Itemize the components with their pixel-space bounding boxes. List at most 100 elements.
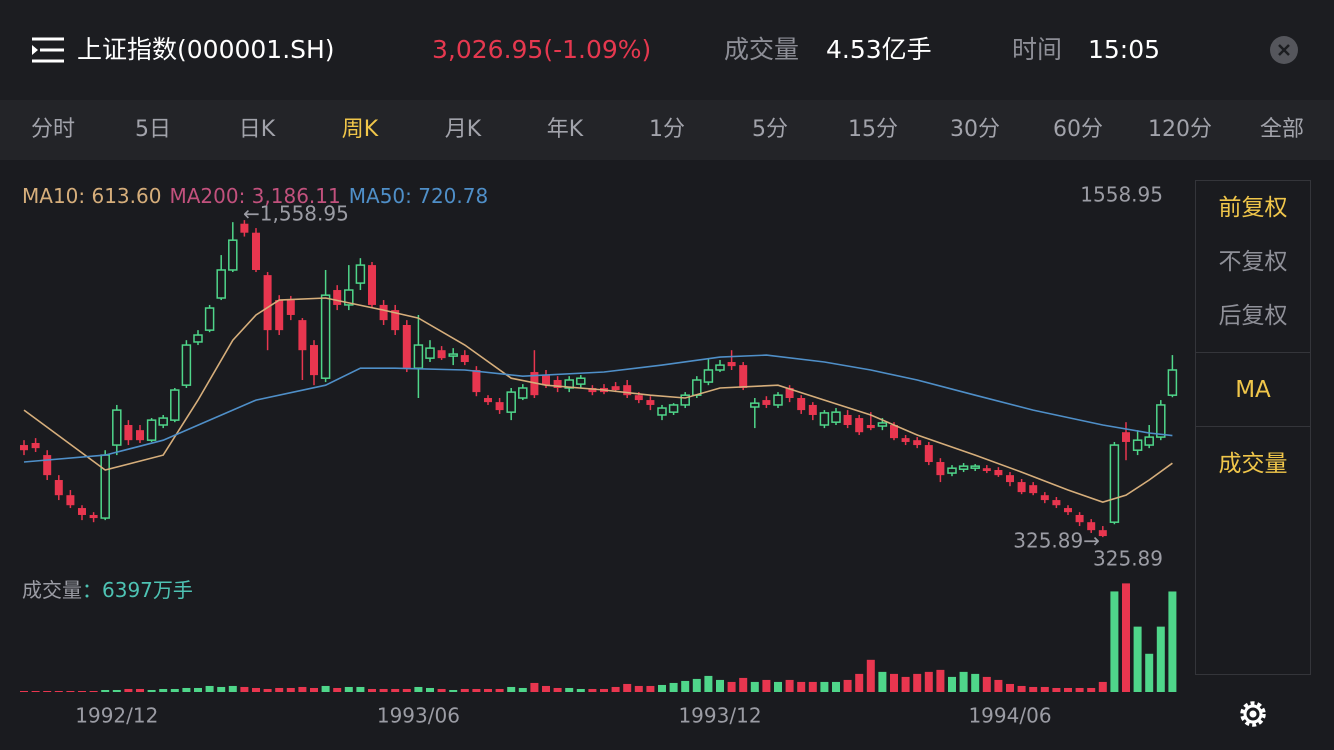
side-separator	[1196, 426, 1310, 427]
volume-bar	[518, 687, 527, 692]
volume-bar	[565, 687, 574, 692]
high-arrow-label: ←1,558.95	[243, 202, 349, 226]
candle-body	[89, 514, 98, 519]
period-tab[interactable]: 日K	[238, 117, 276, 142]
candle-body	[1017, 482, 1026, 493]
candle-body	[1144, 436, 1154, 446]
candle-body	[680, 394, 690, 406]
volume-bar	[692, 678, 701, 692]
volume-bar	[1029, 686, 1038, 692]
volume-bar	[982, 676, 991, 692]
period-tab[interactable]: 月K	[444, 117, 482, 142]
candle-body	[924, 445, 933, 463]
candle-body	[1075, 514, 1084, 523]
candle-body	[994, 469, 1003, 476]
candle-body	[136, 430, 144, 441]
legend-item: MA50: 720.78	[349, 184, 488, 208]
close-button[interactable]	[1269, 35, 1299, 65]
period-tab[interactable]: 120分	[1148, 117, 1212, 142]
x-tick-label: 1992/12	[75, 704, 158, 728]
volume-bar	[1110, 591, 1119, 692]
candle-body	[634, 395, 643, 401]
candle-body	[216, 269, 226, 299]
period-tab[interactable]: 1分	[649, 117, 685, 142]
menu-icon[interactable]	[30, 36, 66, 64]
candle-body	[1040, 495, 1049, 501]
side-item[interactable]: 前复权	[1218, 195, 1288, 221]
volume-bar	[228, 685, 237, 692]
candle-body	[901, 438, 910, 442]
candle-body	[425, 347, 435, 359]
candle-body	[228, 239, 238, 271]
period-tab[interactable]: 分时	[30, 117, 75, 142]
period-tab[interactable]: 全部	[1259, 117, 1304, 142]
candle-body	[66, 495, 75, 506]
period-tab[interactable]: 15分	[848, 117, 898, 142]
volume-bar	[774, 681, 782, 692]
volume-bar	[310, 687, 318, 692]
volume-bar	[356, 686, 365, 692]
volume-bar	[507, 686, 516, 692]
volume-bar	[1040, 686, 1049, 692]
volume-bar	[588, 688, 597, 692]
volume-bar	[54, 690, 63, 692]
candle-body	[495, 402, 504, 411]
side-item[interactable]: 不复权	[1218, 249, 1288, 275]
volume-bar	[402, 688, 411, 692]
period-tab[interactable]: 30分	[950, 117, 1000, 142]
volume-bar	[391, 688, 400, 692]
volume-bar	[1168, 591, 1177, 692]
candle-body	[1109, 444, 1120, 523]
candle-body	[1087, 522, 1096, 531]
volume-bar	[495, 688, 504, 692]
candle-body	[320, 294, 331, 379]
candle-body	[866, 425, 875, 429]
candle-body	[506, 391, 516, 413]
volume-bar	[623, 683, 632, 692]
candle-body	[413, 344, 424, 369]
candle-body	[379, 304, 388, 321]
candle-body	[739, 365, 748, 388]
period-tab[interactable]: 60分	[1053, 117, 1103, 142]
period-tab[interactable]: 周K	[341, 117, 379, 142]
volume-bar	[101, 689, 110, 692]
candle-body	[576, 377, 586, 385]
candle-body	[542, 375, 550, 386]
candle-body	[773, 394, 783, 406]
volume-bar	[368, 688, 376, 692]
side-item[interactable]: MA	[1235, 377, 1271, 403]
candle-body	[657, 407, 667, 416]
volume-bar	[124, 688, 133, 692]
settings-icon[interactable]	[1240, 701, 1266, 727]
candle-body	[333, 290, 342, 305]
time: 15:05	[1088, 35, 1161, 64]
candle-body	[170, 389, 180, 421]
candle-body	[181, 344, 192, 386]
candle-body	[1098, 530, 1107, 537]
period-tab[interactable]: 5日	[135, 117, 171, 142]
volume-bar	[913, 673, 922, 692]
candle-body	[263, 275, 272, 331]
volume-bar	[739, 677, 748, 692]
period-tab[interactable]: 年K	[546, 117, 584, 142]
volume-bar	[600, 688, 608, 692]
candle-body	[623, 385, 632, 396]
ma-line	[23, 297, 1173, 503]
candle-body	[877, 422, 888, 427]
candle-body	[460, 355, 469, 363]
volume-bar	[426, 687, 434, 692]
candle-body	[310, 345, 318, 376]
volume-bar	[484, 688, 492, 692]
side-item[interactable]: 成交量	[1218, 451, 1288, 477]
volume-bar	[553, 687, 562, 692]
volume-bar	[112, 689, 121, 692]
volume-bar	[785, 679, 794, 692]
candle-body	[1029, 485, 1038, 494]
side-item[interactable]: 后复权	[1218, 303, 1288, 329]
volume-bar	[1145, 653, 1154, 692]
volume-bar	[681, 680, 690, 692]
volume-bar	[1122, 583, 1130, 692]
candle-body	[970, 465, 980, 469]
period-tab[interactable]: 5分	[752, 117, 788, 142]
candle-body	[750, 402, 760, 408]
